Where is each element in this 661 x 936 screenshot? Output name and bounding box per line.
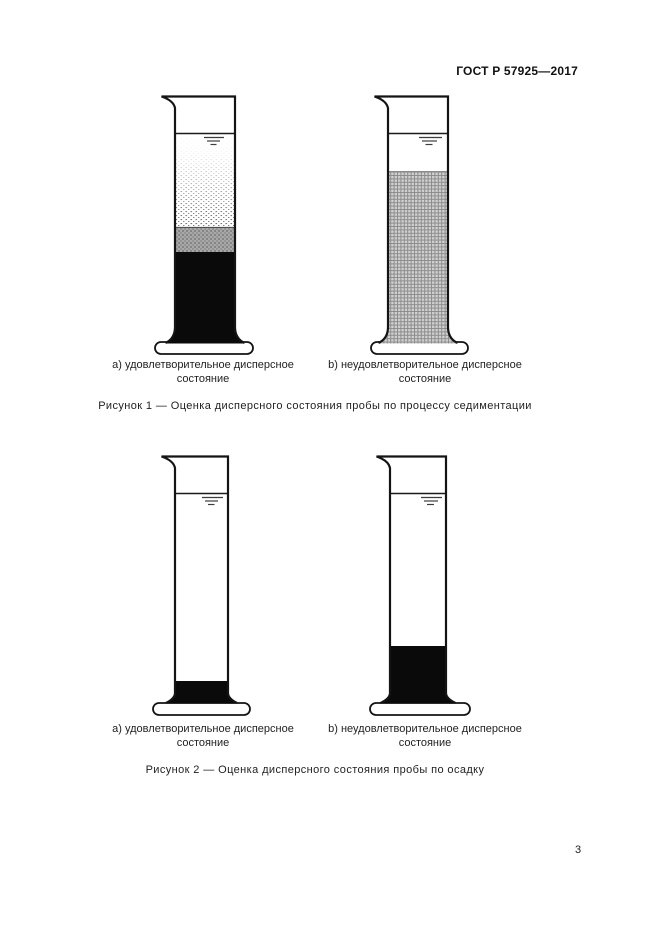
cylinder-base — [370, 341, 469, 355]
label-line: b) неудовлетворительное дисперсное — [328, 359, 522, 371]
label-line: состояние — [176, 372, 230, 385]
cylinder-label-b: b) неудовлетворительное дисперсное состо… — [317, 359, 533, 386]
cylinder-base — [152, 702, 251, 716]
cylinder-fig1-satisfactory — [154, 95, 254, 355]
cylinder-outline — [374, 95, 459, 344]
cylinder-outline — [161, 95, 246, 344]
water-level-icon — [204, 136, 224, 146]
cylinder-base — [154, 341, 254, 355]
standard-designation: ГОСТ Р 57925—2017 — [456, 64, 578, 78]
label-line: b) неудовлетворительное дисперсное — [328, 723, 522, 735]
suspension-fill — [378, 171, 458, 344]
page-number: 3 — [574, 844, 582, 856]
cylinder-fig2-satisfactory — [152, 455, 251, 716]
label-line: состояние — [398, 736, 452, 749]
cylinder-label-b: b) неудовлетворительное дисперсное состо… — [317, 723, 533, 750]
label-line: состояние — [176, 736, 230, 749]
cylinder-outline — [376, 455, 456, 704]
cylinder-label-a: a) удовлетворительное дисперсное состоян… — [95, 723, 311, 750]
water-level-icon — [202, 496, 223, 506]
sediment-fill — [166, 681, 237, 704]
transition-band — [176, 228, 234, 252]
suspension-fade — [176, 134, 234, 227]
sediment-fill — [380, 646, 456, 704]
cylinder-fig1-unsatisfactory — [370, 95, 469, 355]
cylinder-base — [369, 702, 471, 716]
cylinder-outline — [161, 455, 238, 704]
sediment-fill — [165, 252, 245, 344]
cylinder-fig2-unsatisfactory — [369, 455, 471, 716]
label-line: a) удовлетворительное дисперсное — [112, 723, 294, 735]
figure-2-caption: Рисунок 2 — Оценка дисперсного состояния… — [145, 764, 485, 776]
figure-1-caption: Рисунок 1 — Оценка дисперсного состояния… — [98, 400, 532, 412]
water-level-icon — [419, 136, 442, 146]
water-level-icon — [421, 496, 442, 506]
cylinder-label-a: a) удовлетворительное дисперсное состоян… — [95, 359, 311, 386]
label-line: a) удовлетворительное дисперсное — [112, 359, 294, 371]
label-line: состояние — [398, 372, 452, 385]
